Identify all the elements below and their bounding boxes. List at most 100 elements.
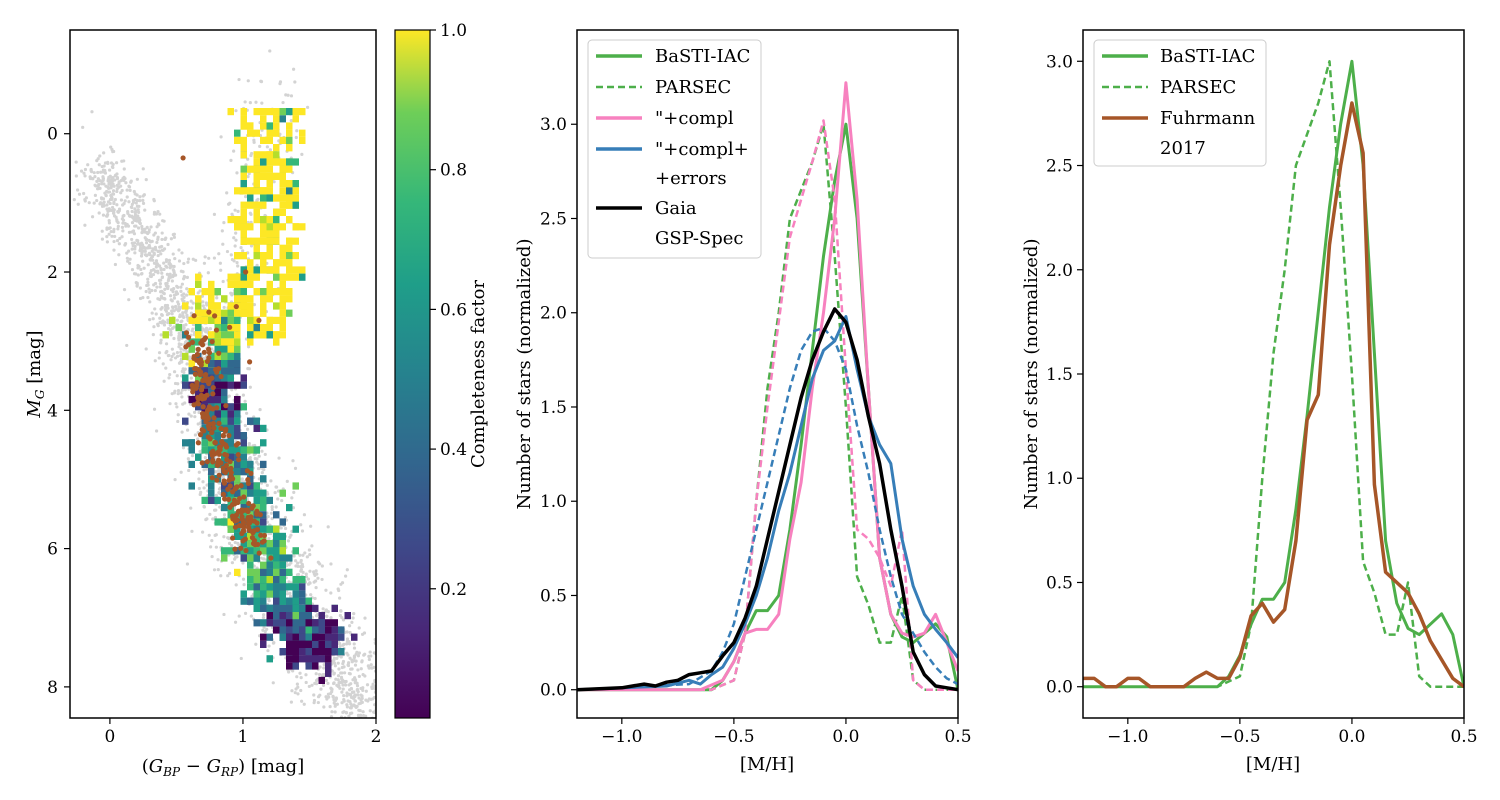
completeness-cell xyxy=(214,324,221,332)
background-star xyxy=(107,232,111,236)
background-star xyxy=(323,721,326,724)
background-star xyxy=(128,188,132,192)
background-star xyxy=(353,663,358,667)
background-star xyxy=(92,201,96,205)
fuhrmann-star xyxy=(191,402,197,408)
background-star xyxy=(233,244,237,248)
completeness-cell xyxy=(351,633,358,641)
background-star xyxy=(357,702,361,706)
fuhrmann-star xyxy=(238,545,244,551)
background-star xyxy=(339,609,343,613)
background-star xyxy=(173,477,177,482)
completeness-cell xyxy=(247,129,254,137)
completeness-cell xyxy=(227,446,234,454)
completeness-cell xyxy=(279,532,286,540)
background-star xyxy=(160,275,165,279)
completeness-cell xyxy=(234,331,241,339)
background-star xyxy=(169,332,173,337)
background-star xyxy=(160,271,164,275)
completeness-cell xyxy=(292,640,299,648)
completeness-cell xyxy=(247,331,254,339)
background-star xyxy=(90,110,94,114)
completeness-cell xyxy=(221,338,228,346)
completeness-cell xyxy=(234,223,241,231)
colorbar-tick-label: 0.4 xyxy=(440,440,467,460)
background-star xyxy=(273,490,277,495)
background-star xyxy=(185,313,189,317)
completeness-cell xyxy=(234,568,241,576)
background-star xyxy=(120,159,124,163)
completeness-cell xyxy=(227,108,234,116)
background-star xyxy=(147,244,151,249)
background-star xyxy=(385,681,388,684)
background-star xyxy=(76,202,80,206)
completeness-cell xyxy=(305,662,312,670)
background-star xyxy=(167,376,171,380)
background-star xyxy=(306,105,310,109)
background-star xyxy=(342,721,345,724)
background-star xyxy=(167,353,171,358)
background-star xyxy=(260,449,264,453)
background-star xyxy=(201,300,205,304)
completeness-cell xyxy=(253,489,260,497)
completeness-cell xyxy=(338,648,345,656)
completeness-cell xyxy=(195,388,202,396)
completeness-cell xyxy=(234,273,241,281)
background-star xyxy=(362,653,366,657)
completeness-cell xyxy=(266,324,273,332)
y-tick-label: 3.0 xyxy=(1046,52,1073,72)
background-star xyxy=(180,282,184,286)
completeness-cell xyxy=(273,259,280,267)
completeness-cell xyxy=(279,324,286,332)
completeness-cell xyxy=(240,201,247,209)
background-star xyxy=(104,184,108,188)
completeness-cell xyxy=(292,633,299,641)
background-star xyxy=(239,656,243,661)
completeness-cell xyxy=(273,532,280,540)
completeness-cell xyxy=(208,489,215,497)
background-star xyxy=(79,169,84,173)
background-star xyxy=(136,239,140,243)
completeness-cell xyxy=(286,648,293,656)
background-star xyxy=(249,220,253,224)
completeness-cell xyxy=(273,338,280,346)
completeness-cell xyxy=(227,338,234,346)
background-star xyxy=(377,711,380,714)
fuhrmann-star xyxy=(244,507,250,513)
completeness-cell xyxy=(208,295,215,303)
background-star xyxy=(184,323,188,327)
completeness-cell xyxy=(234,352,241,360)
fuhrmann-star xyxy=(197,432,204,438)
completeness-cell xyxy=(299,136,306,144)
background-star xyxy=(294,564,298,568)
completeness-cell xyxy=(260,158,267,166)
background-star xyxy=(127,185,132,189)
cmd-y-label: MG [mag] xyxy=(24,330,47,418)
completeness-cell xyxy=(266,129,273,137)
completeness-cell xyxy=(195,331,202,339)
background-star xyxy=(383,668,386,671)
completeness-cell xyxy=(227,547,234,555)
completeness-cell xyxy=(273,302,280,310)
background-star xyxy=(229,158,233,162)
completeness-cell xyxy=(221,331,228,339)
background-star xyxy=(164,342,169,346)
background-star xyxy=(309,524,313,528)
completeness-cell xyxy=(292,201,299,209)
background-star xyxy=(274,485,279,489)
background-star xyxy=(357,651,361,655)
background-star xyxy=(299,560,303,564)
completeness-cell xyxy=(273,237,280,245)
background-star xyxy=(126,224,131,228)
completeness-cell xyxy=(195,280,202,288)
background-star xyxy=(379,679,382,682)
background-star xyxy=(176,391,180,396)
background-star xyxy=(299,523,303,527)
completeness-cell xyxy=(247,554,254,562)
background-star xyxy=(193,415,197,419)
completeness-cell xyxy=(234,453,241,461)
background-star xyxy=(170,264,174,268)
background-star xyxy=(386,659,389,662)
completeness-cell xyxy=(182,302,189,310)
completeness-cell xyxy=(260,237,267,245)
